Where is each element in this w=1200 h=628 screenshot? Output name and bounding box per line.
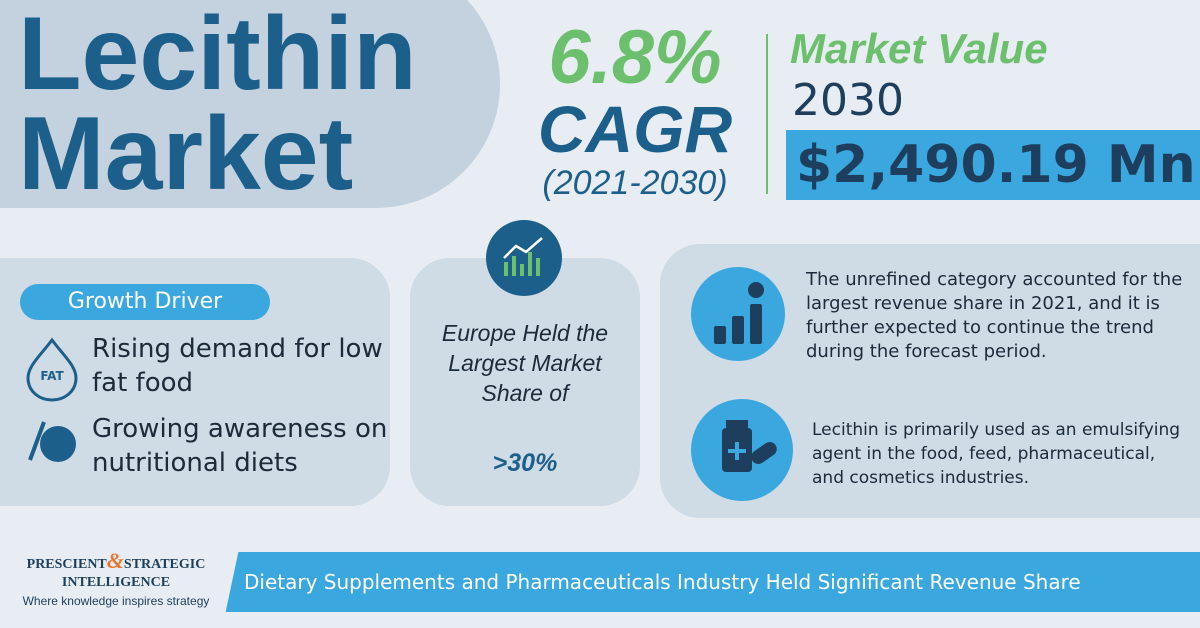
logo-amp: & bbox=[106, 548, 124, 573]
driver-icons: FAT bbox=[26, 337, 78, 462]
fat-icon-label: FAT bbox=[40, 369, 64, 383]
market-value-amount: $2,490.19 Mn bbox=[796, 135, 1196, 195]
wheat-icon bbox=[28, 421, 46, 461]
logo: PRESCIENT&STRATEGIC INTELLIGENCE Where k… bbox=[16, 550, 216, 610]
cagr-label: CAGR bbox=[537, 92, 733, 166]
market-value-label: Market Value bbox=[790, 25, 1048, 72]
amount-box bbox=[786, 130, 1200, 200]
driver-item: Growing awareness on nutritional diets bbox=[92, 414, 388, 478]
europe-text: Europe Held the Largest Market Share of bbox=[441, 320, 609, 406]
title-panel bbox=[0, 0, 500, 208]
cagr-period: (2021-2030) bbox=[542, 164, 728, 202]
logo-text: PRESCIENT bbox=[26, 557, 107, 572]
insight-text: Lecithin is primarily used as an emulsif… bbox=[812, 420, 1181, 488]
chart-icon bbox=[691, 267, 785, 361]
drop-icon bbox=[26, 337, 78, 402]
logo-tagline: Where knowledge inspires strategy bbox=[22, 594, 210, 608]
title-line: Market bbox=[18, 96, 354, 212]
growth-icon bbox=[486, 220, 562, 296]
europe-panel bbox=[410, 258, 640, 506]
logo-text: INTELLIGENCE bbox=[61, 575, 171, 590]
cagr-value: 6.8% bbox=[548, 15, 722, 100]
apple-icon bbox=[40, 426, 76, 462]
market-value-year: 2030 bbox=[792, 75, 904, 126]
logo-text: STRATEGIC bbox=[123, 557, 206, 572]
medicine-icon bbox=[691, 399, 793, 501]
insight-text: The unrefined category accounted for the… bbox=[806, 269, 1183, 362]
cagr-block: 6.8% CAGR (2021-2030) bbox=[520, 18, 750, 206]
footer-text: Dietary Supplements and Pharmaceuticals … bbox=[244, 570, 1081, 594]
title: Lecithin Market bbox=[18, 0, 417, 212]
title-line: Lecithin bbox=[18, 0, 417, 112]
divider bbox=[766, 34, 768, 194]
driver-title: Growth Driver bbox=[20, 284, 270, 320]
europe-highlight: >30% bbox=[492, 449, 558, 477]
driver-item: Rising demand for low fat food bbox=[92, 334, 383, 398]
